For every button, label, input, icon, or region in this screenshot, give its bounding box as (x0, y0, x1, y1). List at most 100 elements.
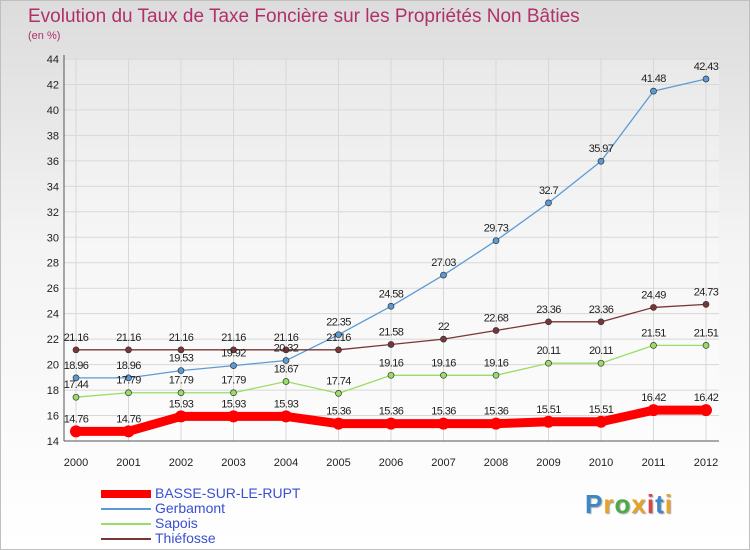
data-point (230, 389, 237, 397)
data-point (230, 346, 237, 354)
data-label: 17.79 (169, 375, 194, 387)
data-point (650, 304, 657, 311)
data-label: 21.51 (641, 327, 666, 339)
legend-swatch (101, 523, 151, 525)
data-point (387, 341, 395, 348)
data-label: 21.16 (169, 332, 194, 344)
data-label: 24.58 (379, 288, 404, 300)
x-tick-label: 2000 (64, 457, 88, 469)
data-point (125, 389, 132, 397)
data-label: 35.97 (589, 143, 614, 155)
data-point (230, 362, 237, 369)
data-point (227, 410, 240, 423)
y-tick-label: 24 (47, 309, 59, 321)
x-tick-label: 2003 (221, 457, 245, 469)
data-label: 18.67 (274, 364, 299, 376)
data-label: 17.79 (116, 375, 141, 387)
data-label: 15.93 (169, 398, 194, 410)
y-tick-label: 18 (47, 385, 59, 397)
data-point (280, 410, 292, 423)
data-label: 20.11 (537, 345, 561, 357)
data-point (332, 417, 345, 430)
data-point (177, 389, 185, 397)
data-point (647, 404, 660, 417)
data-label: 17.74 (326, 375, 351, 387)
data-label: 22.35 (326, 317, 351, 329)
data-point (122, 425, 135, 438)
data-point (492, 237, 500, 245)
x-tick-label: 2010 (589, 457, 613, 469)
data-label: 18.96 (64, 360, 89, 372)
data-point (440, 271, 447, 279)
y-tick-label: 30 (47, 232, 59, 244)
data-point (282, 357, 290, 364)
data-point (387, 371, 395, 379)
x-tick-label: 2011 (642, 457, 666, 469)
data-label: 17.79 (221, 375, 246, 387)
data-point (72, 346, 80, 354)
data-label: 21.16 (274, 332, 299, 344)
x-tick-label: 2009 (536, 457, 560, 469)
x-tick-label: 2005 (326, 457, 350, 469)
data-point (597, 318, 605, 326)
x-tick-label: 2001 (116, 457, 140, 469)
data-point (335, 390, 342, 397)
y-tick-label: 34 (47, 181, 59, 193)
data-label: 29.73 (484, 223, 509, 235)
data-label: 19.16 (379, 357, 404, 369)
data-point (545, 318, 552, 326)
data-point (440, 335, 447, 343)
x-tick-label: 2006 (379, 457, 403, 469)
data-label: 16.42 (694, 392, 719, 404)
y-tick-label: 42 (47, 79, 59, 91)
data-label: 20.11 (589, 345, 613, 357)
data-point (335, 331, 342, 339)
legend-label: BASSE-SUR-LE-RUPT (155, 485, 301, 501)
x-tick-label: 2008 (484, 457, 508, 469)
y-tick-label: 38 (47, 130, 59, 142)
data-point (282, 378, 290, 385)
data-label: 22.68 (484, 312, 509, 324)
data-label: 41.48 (641, 73, 666, 85)
data-label: 27.03 (431, 257, 456, 269)
data-point (702, 342, 710, 349)
data-point (125, 374, 132, 382)
data-point (387, 302, 395, 310)
data-label: 23.36 (589, 304, 614, 316)
legend-swatch (101, 538, 151, 540)
data-label: 22 (438, 321, 450, 333)
data-label: 23.36 (536, 304, 561, 316)
data-point (700, 404, 712, 417)
x-tick-label: 2012 (694, 457, 718, 469)
data-point (125, 346, 132, 354)
data-label: 21.16 (116, 332, 141, 344)
x-tick-label: 2002 (169, 457, 193, 469)
data-label: 24.73 (694, 286, 719, 298)
data-label: 19.16 (431, 357, 456, 369)
x-tick-label: 2004 (274, 457, 298, 469)
data-label: 21.16 (221, 332, 246, 344)
legend-swatch (101, 508, 151, 510)
data-point (542, 415, 555, 428)
data-point (545, 199, 552, 207)
data-point (492, 371, 500, 379)
data-label: 14.76 (116, 413, 141, 425)
legend-label: Sapois (155, 515, 198, 531)
data-label: 32.7 (539, 185, 558, 197)
data-point (70, 425, 82, 438)
data-point (385, 417, 397, 430)
data-point (437, 417, 450, 430)
data-label: 21.16 (64, 332, 89, 344)
y-tick-label: 22 (47, 334, 59, 346)
y-tick-label: 20 (47, 360, 59, 372)
y-tick-label: 26 (47, 283, 59, 295)
data-point (72, 374, 80, 382)
data-point (650, 87, 657, 95)
data-point (702, 301, 710, 308)
proxiti-logo: Proxiti (585, 489, 673, 519)
y-tick-label: 32 (47, 207, 59, 219)
data-label: 20.32 (274, 343, 299, 355)
data-point (440, 371, 447, 379)
data-label: 15.36 (431, 406, 456, 418)
